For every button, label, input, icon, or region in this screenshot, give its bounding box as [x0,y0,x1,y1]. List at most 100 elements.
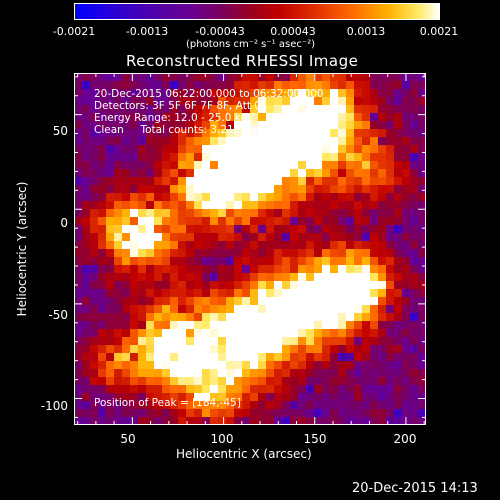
image-pixel [114,81,123,90]
image-pixel [154,385,163,394]
image-pixel [194,97,203,106]
image-pixel [298,305,307,314]
image-pixel [226,257,235,266]
image-pixel [194,105,203,114]
image-pixel [202,193,211,202]
image-pixel [234,249,243,258]
image-pixel [250,241,259,250]
image-pixel [314,377,323,386]
image-pixel [114,193,123,202]
image-pixel [386,265,395,274]
image-pixel [138,209,147,218]
image-pixel [186,361,195,370]
image-pixel [242,361,251,370]
image-pixel [338,409,347,418]
image-pixel [130,369,139,378]
image-pixel [370,337,379,346]
image-pixel [218,97,227,106]
image-pixel [354,249,363,258]
image-pixel [194,153,203,162]
image-pixel [106,185,115,194]
image-pixel [322,377,331,386]
image-pixel [170,209,179,218]
image-pixel [202,113,211,122]
image-pixel [322,337,331,346]
image-pixel [194,177,203,186]
image-pixel [346,145,355,154]
image-pixel [258,337,267,346]
image-pixel [314,401,323,410]
image-pixel [130,129,139,138]
image-pixel [258,161,267,170]
image-pixel [298,209,307,218]
image-pixel [346,89,355,98]
image-pixel [202,225,211,234]
image-pixel [290,73,299,82]
image-pixel [98,241,107,250]
image-pixel [378,169,387,178]
image-pixel [386,417,395,425]
image-pixel [290,225,299,234]
image-pixel [218,393,227,402]
image-pixel [106,121,115,130]
image-pixel [186,345,195,354]
image-pixel [418,321,426,330]
image-pixel [282,273,291,282]
image-pixel [178,161,187,170]
image-pixel [306,113,315,122]
image-pixel [106,273,115,282]
image-pixel [410,329,419,338]
image-pixel [194,369,203,378]
image-pixel [338,113,347,122]
image-pixel [330,225,339,234]
image-pixel [250,329,259,338]
image-pixel [370,105,379,114]
image-pixel [90,81,99,90]
image-pixel [346,217,355,226]
image-pixel [130,265,139,274]
image-pixel [210,257,219,266]
image-pixel [370,97,379,106]
image-pixel [202,369,211,378]
image-pixel [74,377,83,386]
image-pixel [106,281,115,290]
image-pixel [74,297,83,306]
image-pixel [114,113,123,122]
image-pixel [290,385,299,394]
image-pixel [354,97,363,106]
image-pixel [322,409,331,418]
image-pixel [370,377,379,386]
image-pixel [130,297,139,306]
image-pixel [418,169,426,178]
image-pixel [274,249,283,258]
image-pixel [194,313,203,322]
image-pixel [282,345,291,354]
image-pixel [330,281,339,290]
image-pixel [370,193,379,202]
image-pixel [370,321,379,330]
image-pixel [146,369,155,378]
image-pixel [378,177,387,186]
image-pixel [202,233,211,242]
image-pixel [306,145,315,154]
image-pixel [378,201,387,210]
image-pixel [242,89,251,98]
image-pixel [242,289,251,298]
image-pixel [386,161,395,170]
image-pixel [290,321,299,330]
image-pixel [234,97,243,106]
image-pixel [250,73,259,82]
image-pixel [330,329,339,338]
image-pixel [170,185,179,194]
image-pixel [122,169,131,178]
image-pixel [202,361,211,370]
image-pixel [346,369,355,378]
image-pixel [74,385,83,394]
image-pixel [186,73,195,82]
image-pixel [282,257,291,266]
peak-position-label: Position of Peak = [184,-45] [94,397,241,409]
image-pixel [418,385,426,394]
image-pixel [394,137,403,146]
image-pixel [266,409,275,418]
image-pixel [306,281,315,290]
